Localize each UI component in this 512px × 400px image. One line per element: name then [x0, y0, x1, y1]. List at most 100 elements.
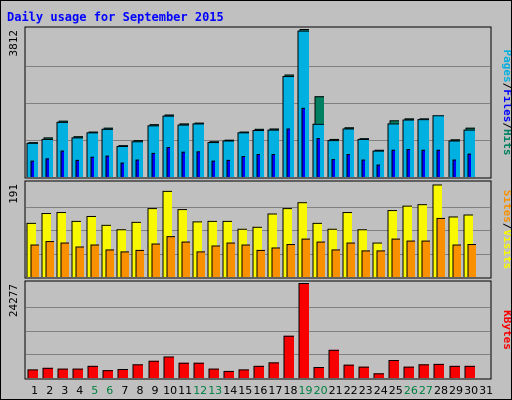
day-21-hits-files-pages: [327, 138, 339, 177]
day-16-hits-files-pages: [252, 128, 264, 177]
bar-sites-day-17: [271, 247, 280, 277]
day-23-kbytes: [358, 366, 369, 378]
bar-sites-day-2: [45, 241, 54, 277]
legend-entry-hits-files-pages-3: /: [501, 122, 511, 129]
bar-kbytes-day-8: [132, 364, 143, 378]
bar-files-day-19: [301, 107, 305, 177]
day-30-hits-files-pages: [463, 127, 475, 177]
bar-files-day-23: [361, 159, 365, 177]
bar-pages-day-27: [417, 119, 429, 177]
day-7-visits-sites: [116, 229, 129, 277]
bar-kbytes-day-1: [27, 369, 38, 378]
bar-files-day-30: [467, 153, 471, 177]
day-23-hits-files-pages: [357, 138, 369, 177]
bar-files-day-10: [166, 147, 170, 177]
bar-pages-day-29: [448, 140, 460, 177]
day-30-kbytes: [464, 365, 475, 378]
day-3-hits-files-pages: [56, 120, 68, 177]
bar-kbytes-day-18: [283, 335, 294, 378]
x-tick-day-3: 3: [61, 384, 68, 397]
day-27-hits-files-pages: [417, 118, 429, 177]
bar-pages-day-2: [41, 138, 53, 177]
x-tick-day-13: 13: [208, 384, 222, 397]
legend-entry-visits-sites-0: Sites: [501, 190, 511, 223]
day-26-hits-files-pages: [402, 118, 414, 177]
bar-pages-day-22: [342, 128, 354, 177]
bar-sites-day-27: [421, 240, 430, 277]
bar-sites-day-22: [346, 242, 355, 277]
day-30-visits-sites: [463, 214, 476, 277]
bar-kbytes-day-21: [328, 349, 339, 378]
bar-files-day-9: [151, 152, 155, 177]
bar-kbytes-day-12: [193, 362, 204, 378]
bar-files-day-18: [286, 128, 290, 177]
day-20-hits-files-pages: [312, 96, 324, 177]
day-16-visits-sites: [252, 226, 265, 277]
bar-files-day-26: [406, 149, 410, 177]
bar-pages-day-4: [71, 137, 83, 177]
day-20-visits-sites: [312, 222, 325, 277]
day-3-kbytes: [57, 368, 68, 378]
bar-pages-day-14: [222, 140, 234, 177]
day-11-hits-files-pages: [177, 123, 189, 177]
x-tick-labels: 1 2 3 4 5 6 7 8 9 10 11 12 13 14 15 16 17 18 19 20 21 22 23 24 2…: [31, 384, 493, 397]
day-14-hits-files-pages: [222, 139, 234, 177]
day-13-visits-sites: [207, 220, 220, 277]
bar-files-day-14: [226, 159, 230, 177]
x-tick-day-28: 28: [434, 384, 448, 397]
bar-visits-day-10: [162, 190, 172, 277]
day-5-visits-sites: [86, 215, 99, 277]
bar-pages-day-21: [327, 140, 339, 177]
day-23-visits-sites: [357, 229, 370, 277]
day-15-kbytes: [238, 369, 249, 378]
bar-pages-day-19: [297, 30, 309, 177]
bar-sites-day-7: [120, 251, 129, 277]
legend-entry-hits-files-pages-0: Pages: [501, 50, 511, 83]
day-6-kbytes: [102, 370, 113, 378]
legend-kbytes: KBytes: [501, 310, 511, 350]
x-tick-day-31: 31: [479, 384, 493, 397]
day-18-kbytes: [283, 335, 294, 378]
day-29-hits-files-pages: [448, 139, 460, 177]
x-tick-day-21: 21: [329, 384, 343, 397]
y-max-label-kbytes: 24277: [7, 284, 20, 317]
bar-files-day-5: [90, 156, 94, 177]
bar-files-day-12: [196, 151, 200, 177]
x-tick-day-23: 23: [359, 384, 373, 397]
day-19-hits-files-pages: [297, 29, 309, 177]
bar-pages-day-23: [357, 138, 369, 177]
bar-sites-day-11: [181, 241, 190, 277]
bar-kbytes-day-11: [178, 362, 189, 378]
day-8-visits-sites: [131, 221, 144, 277]
day-24-kbytes: [373, 373, 384, 378]
bar-sites-day-3: [60, 242, 69, 277]
bar-kbytes-day-3: [57, 368, 68, 378]
bar-pages-day-18: [282, 76, 294, 177]
x-tick-day-2: 2: [46, 384, 53, 397]
bar-pages-day-9: [147, 125, 159, 177]
bar-sites-day-25: [391, 238, 400, 277]
day-5-kbytes: [87, 365, 98, 378]
day-28-kbytes: [433, 363, 444, 378]
bar-kbytes-day-17: [268, 362, 279, 378]
bar-files-day-17: [271, 154, 275, 177]
day-2-hits-files-pages: [41, 137, 53, 177]
bar-sites-day-8: [135, 249, 144, 277]
bar-sites-day-10: [166, 236, 175, 277]
bar-pages-day-10: [162, 115, 174, 177]
day-5-hits-files-pages: [86, 131, 98, 177]
bar-visits-day-18: [282, 208, 292, 277]
x-tick-day-20: 20: [314, 384, 328, 397]
day-12-hits-files-pages: [192, 122, 204, 177]
panels-layer: 3812Pages/Files/Hits191Sites/Visits24277…: [7, 26, 511, 380]
legend-entry-hits-files-pages-2: Files: [501, 89, 511, 122]
day-19-kbytes: [298, 283, 309, 378]
x-tick-day-5: 5: [91, 384, 98, 397]
x-tick-day-26: 26: [404, 384, 418, 397]
bar-visits-day-8: [131, 221, 141, 277]
bar-kbytes-day-26: [403, 366, 414, 378]
x-tick-day-14: 14: [223, 384, 237, 397]
bar-kbytes-day-16: [253, 365, 264, 378]
legend-hits-files-pages: Pages/Files/Hits: [501, 50, 511, 156]
